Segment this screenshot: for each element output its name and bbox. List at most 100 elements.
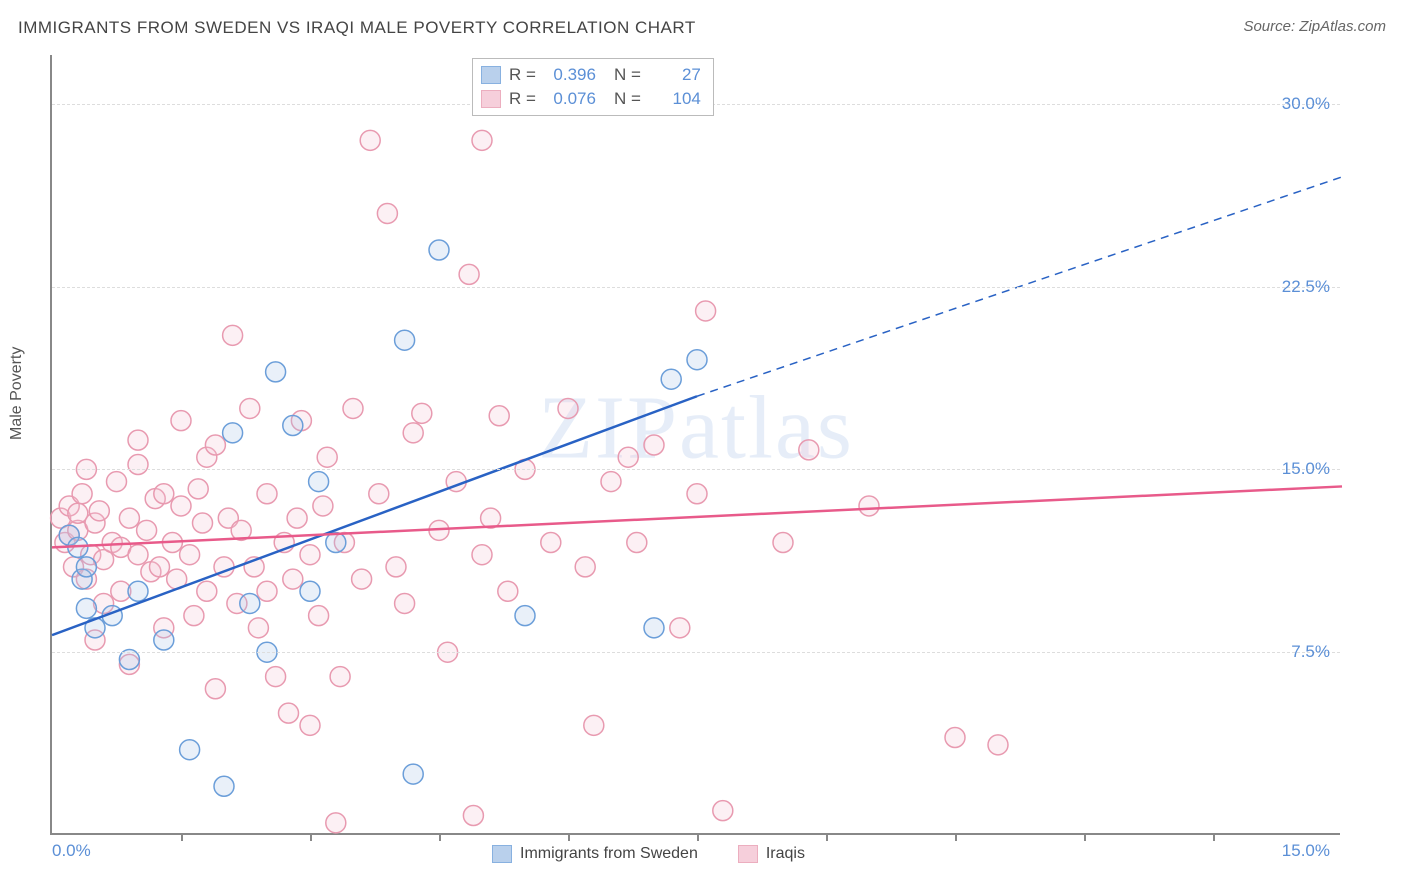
scatter-point [352,569,372,589]
scatter-point [515,606,535,626]
scatter-point [266,362,286,382]
scatter-point [128,545,148,565]
scatter-point [205,679,225,699]
scatter-point [601,472,621,492]
scatter-point [257,581,277,601]
gridline [52,652,1340,653]
plot-area: ZIPatlas R =0.396N =27R =0.076N =104 0.0… [50,55,1340,835]
x-tick [1084,833,1086,841]
scatter-point [240,593,260,613]
legend-n-label: N = [614,89,641,109]
scatter-point [459,264,479,284]
scatter-point [558,398,578,418]
scatter-point [330,667,350,687]
legend-r-value: 0.396 [544,65,596,85]
x-tick [181,833,183,841]
scatter-point [313,496,333,516]
scatter-point [300,581,320,601]
scatter-point [403,423,423,443]
scatter-point [412,403,432,423]
x-axis-label-max: 15.0% [1282,841,1330,861]
y-tick-label: 22.5% [1282,277,1330,297]
scatter-point [223,325,243,345]
scatter-point [240,398,260,418]
scatter-point [575,557,595,577]
legend-swatch [492,845,512,863]
scatter-point [223,423,243,443]
scatter-point [128,455,148,475]
x-axis-label-min: 0.0% [52,841,91,861]
scatter-point [403,764,423,784]
scatter-point [279,703,299,723]
y-axis-label: Male Poverty [8,347,26,440]
scatter-point [128,430,148,450]
legend-r-label: R = [509,65,536,85]
x-tick [439,833,441,841]
y-tick-label: 15.0% [1282,459,1330,479]
scatter-point [498,581,518,601]
scatter-point [89,501,109,521]
scatter-point [395,330,415,350]
scatter-point [197,581,217,601]
y-tick-label: 7.5% [1291,642,1330,662]
scatter-point [309,606,329,626]
scatter-point [696,301,716,321]
scatter-point [300,715,320,735]
legend-swatch [481,66,501,84]
scatter-point [76,598,96,618]
legend-swatch [738,845,758,863]
scatter-point [369,484,389,504]
legend-n-value: 104 [649,89,701,109]
x-tick [955,833,957,841]
scatter-point [326,813,346,833]
scatter-point [300,545,320,565]
scatter-point [150,557,170,577]
legend-stat-row: R =0.076N =104 [481,87,701,111]
x-tick [697,833,699,841]
scatter-point [72,484,92,504]
scatter-point [180,740,200,760]
scatter-point [128,581,148,601]
chart-title: IMMIGRANTS FROM SWEDEN VS IRAQI MALE POV… [18,18,696,38]
legend-n-value: 27 [649,65,701,85]
gridline [52,287,1340,288]
scatter-point [644,435,664,455]
chart-svg [52,55,1340,833]
scatter-point [377,203,397,223]
source-attribution: Source: ZipAtlas.com [1243,18,1386,35]
legend-series-item: Immigrants from Sweden [492,845,698,863]
legend-series: Immigrants from Sweden Iraqis [492,845,805,863]
scatter-point [386,557,406,577]
scatter-point [188,479,208,499]
scatter-point [248,618,268,638]
scatter-point [317,447,337,467]
gridline [52,469,1340,470]
scatter-point [618,447,638,467]
legend-swatch [481,90,501,108]
scatter-point [309,472,329,492]
scatter-point [283,416,303,436]
scatter-point [773,533,793,553]
scatter-point [107,472,127,492]
legend-series-label: Iraqis [766,845,805,863]
trend-line [52,396,697,635]
scatter-point [687,484,707,504]
legend-r-label: R = [509,89,536,109]
x-tick [568,833,570,841]
scatter-point [193,513,213,533]
scatter-point [661,369,681,389]
x-tick [826,833,828,841]
scatter-point [713,801,733,821]
scatter-point [988,735,1008,755]
legend-series-label: Immigrants from Sweden [520,845,698,863]
scatter-point [205,435,225,455]
scatter-point [687,350,707,370]
scatter-point [945,728,965,748]
scatter-point [283,569,303,589]
scatter-point [489,406,509,426]
scatter-point [214,776,234,796]
scatter-point [343,398,363,418]
scatter-point [360,130,380,150]
legend-stats: R =0.396N =27R =0.076N =104 [472,58,714,116]
x-tick [1213,833,1215,841]
